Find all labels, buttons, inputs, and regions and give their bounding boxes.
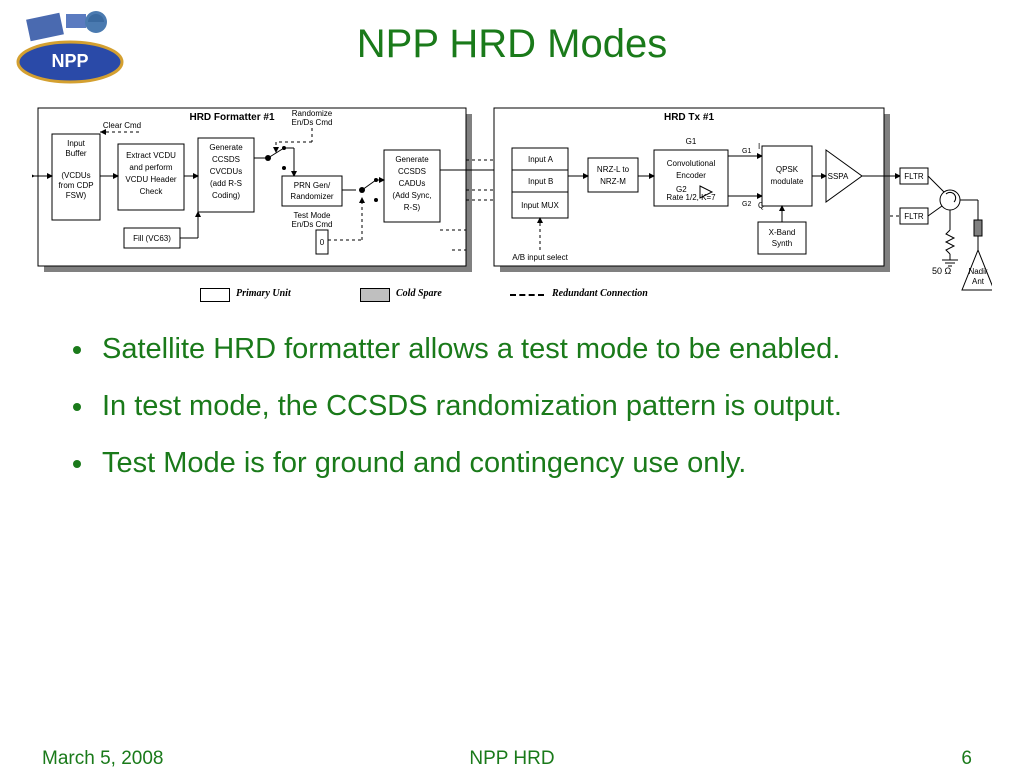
svg-text:X-Band: X-Band: [769, 228, 796, 237]
slide-title: NPP HRD Modes: [0, 22, 1024, 67]
block-generate-cvcdu: Generate CCSDS CVCDUs (add R-S Coding): [198, 138, 254, 212]
svg-text:Nadir: Nadir: [968, 267, 987, 276]
block-prn-randomizer: PRN Gen/ Randomizer: [282, 176, 342, 206]
svg-text:Ant: Ant: [972, 277, 985, 286]
block-fltr-1: FLTR: [900, 168, 928, 184]
block-zero: 0: [316, 230, 328, 254]
diagram-legend: Primary Unit Cold Spare Redundant Connec…: [200, 284, 824, 306]
svg-text:FSW): FSW): [66, 191, 87, 200]
svg-text:FLTR: FLTR: [904, 212, 924, 221]
svg-text:modulate: modulate: [771, 177, 804, 186]
svg-text:G2: G2: [676, 185, 687, 194]
svg-text:NRZ-L to: NRZ-L to: [597, 165, 630, 174]
svg-text:Input MUX: Input MUX: [521, 201, 559, 210]
svg-text:A/B input select: A/B input select: [512, 253, 568, 262]
svg-text:CADUs: CADUs: [399, 179, 426, 188]
legend-cold-swatch: [360, 288, 390, 302]
svg-text:G2: G2: [742, 201, 751, 208]
block-diagram: HRD Formatter #1 Input Buffer (VCDUs fro…: [32, 100, 992, 310]
block-generate-cadu: Generate CCSDS CADUs (Add Sync, R-S): [384, 150, 440, 222]
label-50-ohm: 50 Ω: [932, 266, 952, 276]
legend-redundant-line: [510, 294, 544, 296]
svg-text:CCSDS: CCSDS: [212, 155, 240, 164]
svg-text:G1: G1: [686, 137, 697, 146]
svg-text:CVCDUs: CVCDUs: [210, 167, 242, 176]
svg-text:Extract VCDU: Extract VCDU: [126, 151, 176, 160]
svg-text:Test Mode: Test Mode: [294, 211, 331, 220]
svg-text:Fill (VC63): Fill (VC63): [133, 234, 171, 243]
svg-text:Rate 1/2, K=7: Rate 1/2, K=7: [666, 193, 716, 202]
block-nrz: NRZ-L to NRZ-M: [588, 158, 638, 192]
svg-text:NRZ-M: NRZ-M: [600, 177, 626, 186]
panel2-title: HRD Tx #1: [664, 112, 714, 123]
svg-text:Check: Check: [140, 187, 164, 196]
svg-text:G1: G1: [742, 148, 751, 155]
svg-text:SSPA: SSPA: [828, 172, 849, 181]
slide: NPP NPP HRD Modes HRD Formatter #1 Input…: [0, 0, 1024, 768]
svg-text:R-S): R-S): [404, 203, 421, 212]
svg-text:Encoder: Encoder: [676, 171, 706, 180]
svg-text:VCDU Header: VCDU Header: [125, 175, 176, 184]
svg-text:Coding): Coding): [212, 191, 240, 200]
svg-text:Randomizer: Randomizer: [290, 192, 333, 201]
svg-text:En/Ds Cmd: En/Ds Cmd: [292, 118, 333, 127]
svg-text:from CDP: from CDP: [58, 181, 93, 190]
legend-primary-label: Primary Unit: [236, 288, 291, 299]
block-extract-vcdu: Extract VCDU and perform VCDU Header Che…: [118, 144, 184, 210]
legend-primary-swatch: [200, 288, 230, 302]
block-xband-synth: X-Band Synth: [758, 222, 806, 254]
svg-text:Buffer: Buffer: [65, 149, 87, 158]
block-fltr-2: FLTR: [900, 208, 928, 224]
legend-cold-label: Cold Spare: [396, 288, 442, 299]
svg-text:(Add Sync,: (Add Sync,: [392, 191, 431, 200]
legend-redundant-label: Redundant Connection: [552, 288, 648, 299]
panel1-title: HRD Formatter #1: [189, 112, 274, 123]
block-fill-vc63: Fill (VC63): [124, 228, 180, 248]
svg-text:QPSK: QPSK: [776, 165, 799, 174]
bullet-list: Satellite HRD formatter allows a test mo…: [60, 330, 960, 501]
svg-text:(VCDUs: (VCDUs: [61, 171, 90, 180]
svg-text:CCSDS: CCSDS: [398, 167, 426, 176]
bullet-item: Test Mode is for ground and contingency …: [96, 444, 960, 483]
svg-text:I: I: [758, 142, 760, 151]
svg-text:FLTR: FLTR: [904, 172, 924, 181]
label-clear-cmd: Clear Cmd: [103, 121, 141, 130]
footer-page-number: 6: [961, 748, 972, 768]
svg-text:0: 0: [320, 238, 325, 247]
svg-text:PRN Gen/: PRN Gen/: [294, 181, 331, 190]
svg-text:Input B: Input B: [528, 177, 553, 186]
svg-text:Input A: Input A: [528, 155, 554, 164]
svg-text:(add R-S: (add R-S: [210, 179, 242, 188]
svg-text:En/Ds Cmd: En/Ds Cmd: [292, 220, 333, 229]
svg-text:Synth: Synth: [772, 239, 792, 248]
block-qpsk: QPSK modulate: [762, 146, 812, 206]
svg-text:Input: Input: [67, 139, 86, 148]
bullet-item: Satellite HRD formatter allows a test mo…: [96, 330, 960, 369]
bullet-item: In test mode, the CCSDS randomization pa…: [96, 387, 960, 426]
svg-text:and perform: and perform: [129, 163, 172, 172]
svg-text:Generate: Generate: [395, 155, 429, 164]
svg-text:Generate: Generate: [209, 143, 243, 152]
svg-text:Convolutional: Convolutional: [667, 159, 716, 168]
block-input-mux: Input A Input B Input MUX: [512, 148, 568, 218]
block-input-buffer: Input Buffer (VCDUs from CDP FSW): [52, 134, 100, 220]
svg-text:Randomize: Randomize: [292, 109, 333, 118]
footer-title: NPP HRD: [0, 748, 1024, 768]
